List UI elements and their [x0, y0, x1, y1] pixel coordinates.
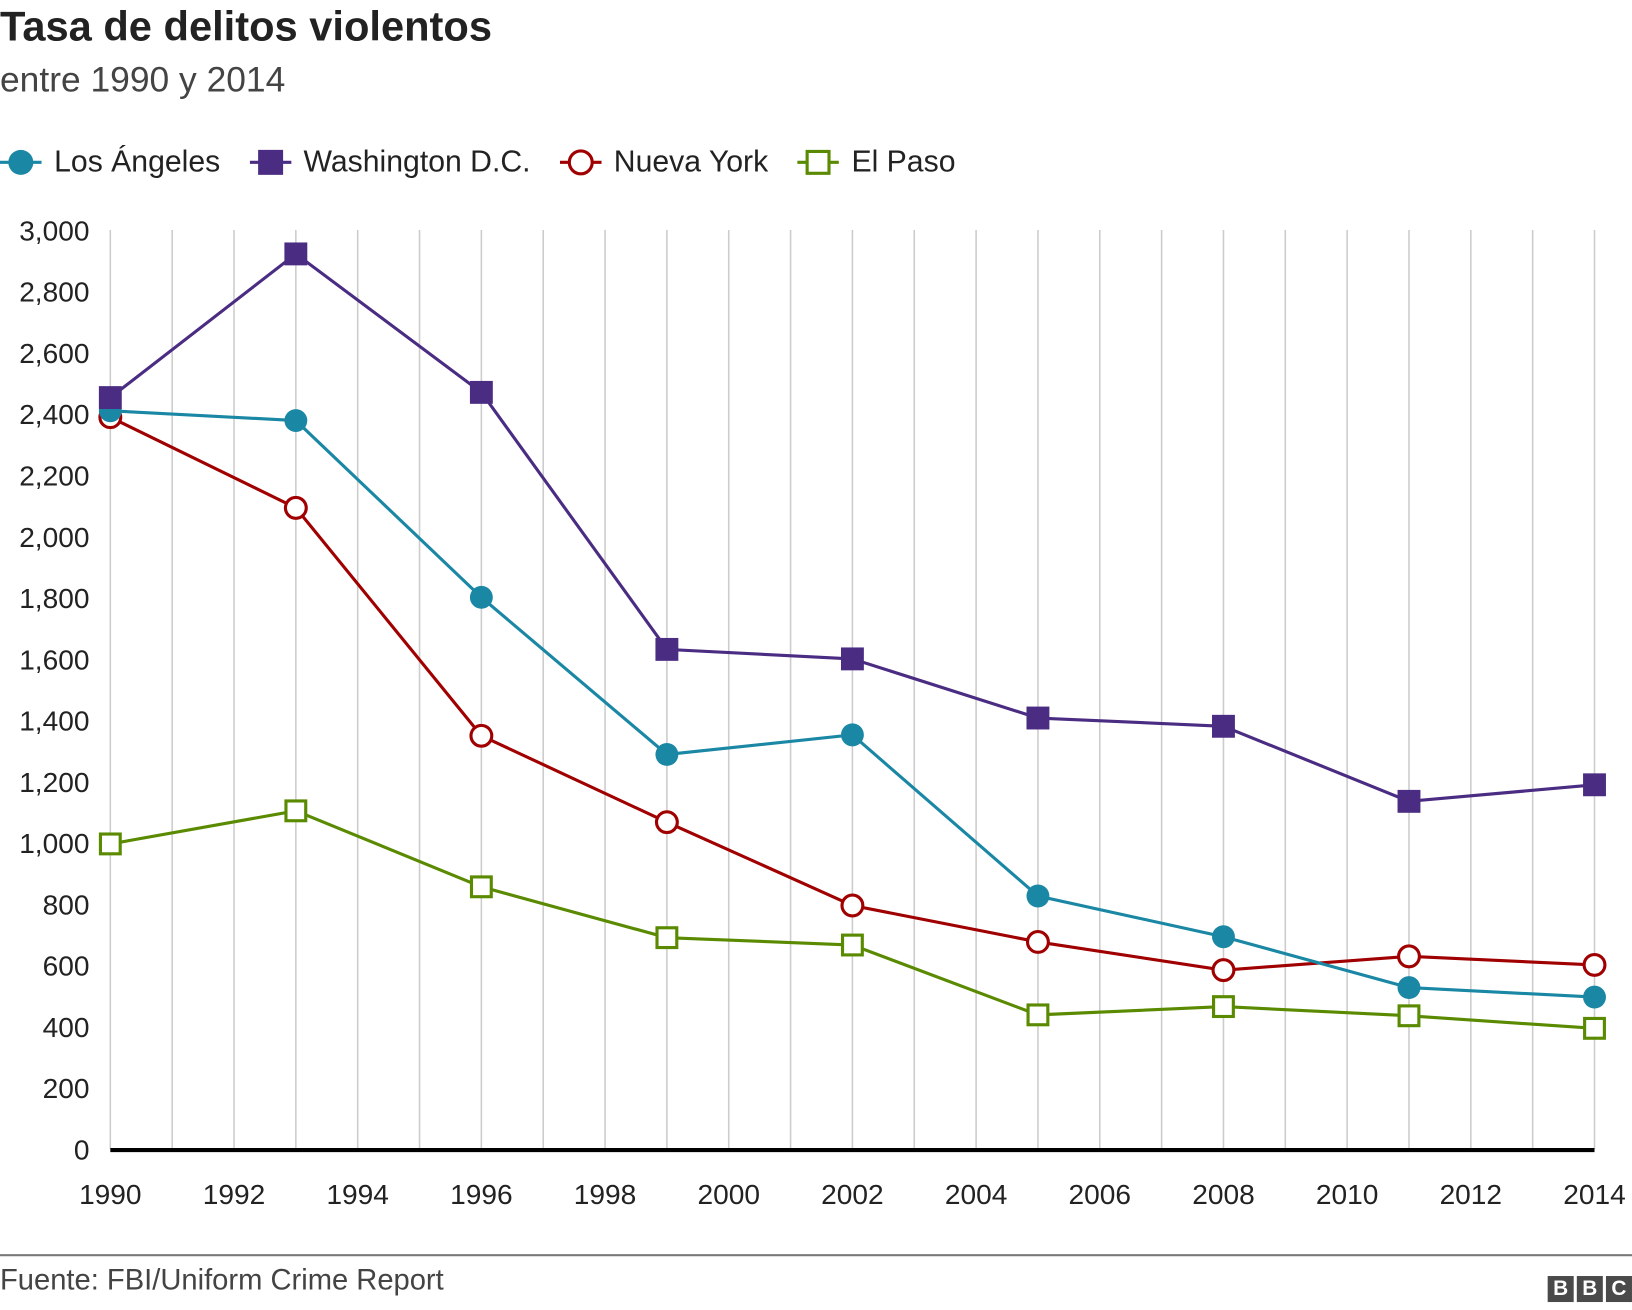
legend-label: Washington D.C.: [303, 145, 531, 179]
data-point-2: [283, 495, 308, 520]
y-tick-label: 1,600: [19, 644, 89, 675]
y-tick-label: 2,400: [19, 399, 89, 430]
data-point-3: [1397, 1004, 1421, 1028]
data-point-2: [1025, 929, 1050, 954]
x-tick-label: 1996: [450, 1179, 513, 1210]
y-tick-label: 0: [74, 1134, 90, 1165]
x-tick-label: 2010: [1316, 1179, 1379, 1210]
footer-divider: [0, 1254, 1632, 1257]
data-point-3: [655, 926, 679, 950]
x-tick-label: 2008: [1192, 1179, 1255, 1210]
data-point-1: [1212, 714, 1235, 738]
y-tick-label: 2,800: [19, 277, 89, 308]
data-point-1: [1397, 789, 1421, 813]
legend-label: Nueva York: [613, 145, 769, 179]
data-point-1: [655, 637, 679, 661]
legend-item: Nueva York: [559, 142, 769, 184]
data-point-3: [98, 832, 122, 856]
legend-item: Washington D.C.: [249, 142, 531, 184]
data-point-0: [469, 585, 493, 609]
x-tick-label: 1994: [326, 1179, 389, 1210]
y-tick-label: 2,600: [19, 338, 89, 369]
data-point-3: [1026, 1003, 1050, 1027]
data-point-1: [840, 647, 864, 671]
legend-label: Los Ángeles: [54, 145, 221, 179]
x-tick-label: 2006: [1069, 1179, 1132, 1210]
x-tick-label: 2012: [1440, 1179, 1503, 1210]
data-point-3: [469, 875, 493, 899]
x-tick-label: 2004: [945, 1179, 1008, 1210]
data-point-1: [98, 386, 122, 410]
data-point-3: [284, 799, 308, 823]
chart-title: Tasa de delitos violentos: [0, 4, 493, 50]
legend-marker-icon: [0, 149, 42, 175]
y-tick-label: 1,200: [19, 767, 89, 798]
x-tick-label: 2014: [1563, 1179, 1626, 1210]
data-point-1: [1026, 706, 1050, 730]
data-point-2: [1582, 952, 1607, 977]
legend-marker-icon: [559, 149, 602, 176]
data-point-2: [1211, 958, 1236, 983]
y-tick-label: 1,400: [19, 706, 89, 737]
legend: Los Ángeles Washington D.C. Nueva York El P…: [0, 142, 985, 184]
x-tick-label: 1992: [203, 1179, 266, 1210]
y-tick-label: 3,000: [19, 215, 89, 246]
y-tick-label: 400: [43, 1012, 90, 1043]
data-point-2: [1397, 944, 1421, 969]
chart-subtitle: entre 1990 y 2014: [0, 60, 286, 100]
x-tick-label: 1998: [574, 1179, 637, 1210]
data-point-3: [840, 933, 864, 957]
y-tick-label: 200: [43, 1073, 90, 1104]
source-note: Fuente: FBI/Uniform Crime Report: [0, 1263, 444, 1296]
data-point-2: [654, 810, 679, 835]
y-tick-label: 1,800: [19, 583, 89, 614]
data-point-0: [1212, 925, 1235, 949]
data-point-3: [1212, 995, 1235, 1019]
x-tick-label: 2000: [697, 1179, 760, 1210]
data-point-2: [469, 723, 494, 748]
data-point-0: [1583, 985, 1606, 1009]
x-tick-label: 1990: [79, 1179, 142, 1210]
data-point-0: [1026, 884, 1050, 908]
data-point-0: [284, 409, 308, 433]
y-tick-label: 2,200: [19, 460, 89, 491]
data-point-1: [284, 242, 308, 266]
data-point-3: [1583, 1016, 1606, 1040]
y-tick-label: 800: [43, 889, 90, 920]
legend-marker-icon: [249, 149, 292, 175]
data-point-0: [840, 723, 864, 747]
legend-item: Los Ángeles: [0, 142, 220, 184]
data-point-0: [1397, 976, 1421, 1000]
x-tick-label: 2002: [821, 1179, 884, 1210]
legend-marker-icon: [797, 149, 839, 175]
data-point-0: [655, 743, 679, 766]
data-point-2: [840, 893, 865, 918]
data-point-1: [1583, 773, 1606, 797]
y-tick-label: 1,000: [19, 828, 89, 859]
legend-label: El Paso: [851, 145, 956, 179]
data-point-1: [469, 380, 493, 404]
legend-item: El Paso: [797, 142, 955, 184]
y-tick-label: 600: [43, 951, 90, 982]
line-chart: 0 200 400 600 800 1,000 1,200 1,400 1,600 1,800 2,…: [19, 215, 1626, 1210]
y-tick-label: 2,000: [19, 522, 89, 553]
